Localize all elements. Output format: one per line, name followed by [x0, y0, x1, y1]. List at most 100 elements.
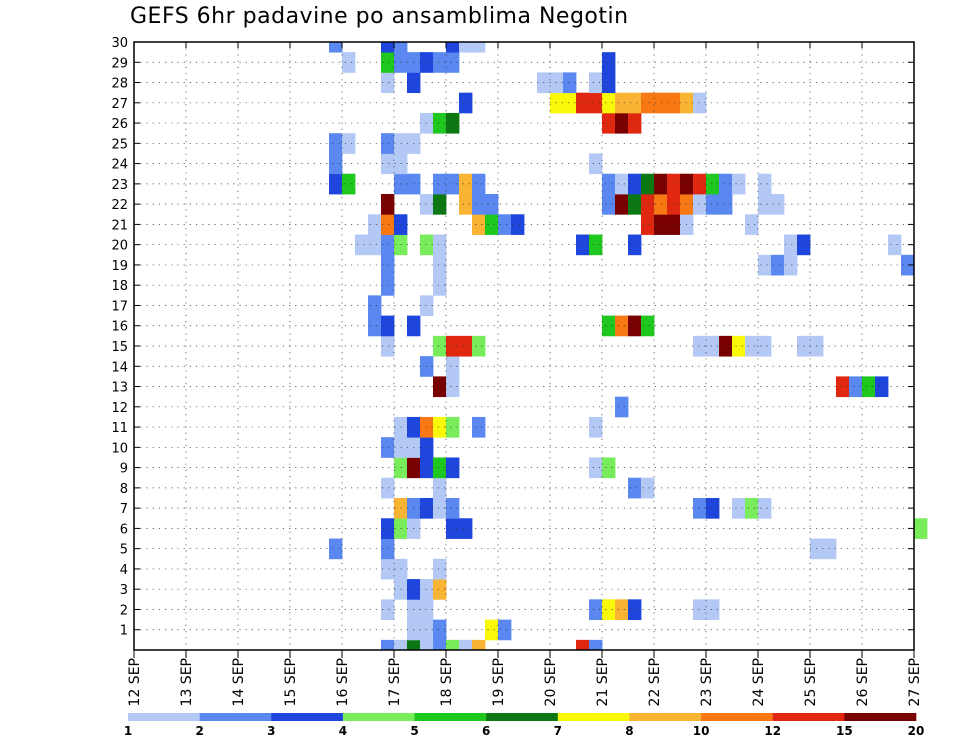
heatmap-cell [602, 457, 616, 479]
heatmap-cell [381, 234, 395, 256]
heatmap-cell [433, 639, 447, 651]
heatmap-cell [433, 416, 447, 438]
heatmap-cell [589, 599, 603, 620]
heatmap-cell [641, 477, 655, 499]
y-tick-label: 8 [120, 482, 128, 497]
heatmap-cell [381, 133, 395, 154]
heatmap-cell [693, 599, 707, 620]
heatmap-cell [420, 619, 434, 641]
heatmap-cell [329, 133, 343, 154]
heatmap-cell [420, 416, 434, 438]
heatmap-cell [472, 194, 486, 215]
heatmap-cell [498, 214, 512, 235]
heatmap-cell [602, 72, 616, 94]
heatmap-cell [862, 376, 876, 398]
heatmap-cell [628, 315, 642, 337]
colorbar-swatch [772, 713, 845, 721]
heatmap-cell [381, 538, 395, 560]
heatmap-cell [654, 214, 668, 235]
heatmap-cell [615, 173, 629, 195]
colorbar-label: 15 [836, 724, 853, 738]
heatmap-cell [615, 315, 629, 337]
heatmap-cell [628, 477, 642, 499]
heatmap-cell [641, 214, 655, 235]
y-tick-label: 12 [111, 401, 128, 416]
colorbar: 1 2 3 4 5 6 7 8 10 12 15 20 [124, 713, 924, 738]
colorbar-swatch [844, 713, 917, 721]
heatmap-cell [433, 619, 447, 641]
heatmap-cell [849, 376, 863, 398]
heatmap-cell [615, 396, 629, 418]
heatmap-cell [420, 639, 434, 651]
heatmap-cell [628, 112, 642, 134]
heatmap-cell [758, 335, 772, 357]
heatmap-cell [823, 538, 837, 560]
heatmap-cell [459, 42, 473, 53]
heatmap-cell [706, 173, 720, 195]
heatmap-cell [602, 173, 616, 195]
colorbar-label: 7 [554, 724, 562, 738]
heatmap-cell [693, 173, 707, 195]
heatmap-cell [420, 498, 434, 519]
heatmap-cell [771, 194, 785, 215]
x-tick-label: 20 SEP [543, 658, 559, 706]
heatmap-cell [329, 538, 343, 560]
heatmap-cell [641, 315, 655, 337]
colorbar-swatch [128, 713, 200, 721]
heatmap-cell [615, 112, 629, 134]
heatmap-cell [433, 194, 447, 215]
heatmap-cell [381, 599, 395, 620]
colorbar-label: 6 [482, 724, 490, 738]
colorbar-label: 10 [693, 724, 710, 738]
y-tick-label: 28 [111, 77, 128, 92]
heatmap-cell [446, 639, 460, 651]
y-tick-label: 23 [111, 178, 128, 193]
heatmap-cell [628, 234, 642, 256]
heatmap-cell [693, 92, 707, 114]
x-tick-label: 23 SEP [699, 658, 715, 706]
heatmap-cell [433, 275, 447, 296]
heatmap-cell [420, 52, 434, 73]
chart-title: GEFS 6hr padavine po ansamblima Negotin [130, 4, 629, 29]
heatmap-cell [693, 194, 707, 215]
heatmap-cell [381, 335, 395, 357]
heatmap-cell [589, 92, 603, 114]
heatmap-cell [433, 112, 447, 134]
x-tick-label: 22 SEP [647, 658, 663, 706]
y-tick-label: 27 [111, 97, 128, 112]
heatmap-cell [459, 639, 473, 651]
heatmap-cell [654, 92, 668, 114]
heatmap-cell [433, 498, 447, 519]
heatmap-cell [381, 52, 395, 73]
heatmap-cell [784, 234, 798, 256]
heatmap-cell [433, 457, 447, 479]
heatmap-cell [485, 619, 499, 641]
heatmap-cell [381, 153, 395, 175]
heatmap-cell [771, 254, 785, 276]
heatmap-cell [706, 498, 720, 519]
heatmap-cell [758, 194, 772, 215]
y-tick-label: 10 [111, 441, 128, 456]
heatmap-cell [914, 518, 928, 539]
x-tick-label: 15 SEP [283, 658, 299, 706]
heatmap-cell [602, 112, 616, 134]
heatmap-cell [446, 42, 460, 53]
heatmap-cell [615, 194, 629, 215]
heatmap-cell [420, 457, 434, 479]
y-tick-label: 3 [120, 583, 128, 598]
heatmap-cell [719, 173, 733, 195]
y-tick-label: 18 [111, 279, 128, 294]
colorbar-label: 5 [410, 724, 418, 738]
y-tick-label: 17 [111, 299, 128, 314]
heatmap-cell [641, 194, 655, 215]
colorbar-swatch [701, 713, 774, 721]
y-tick-label: 22 [111, 198, 128, 213]
heatmap-cell [433, 477, 447, 499]
colorbar-label: 4 [339, 724, 347, 738]
y-tick-label: 6 [120, 522, 128, 537]
heatmap-cell [381, 477, 395, 499]
heatmap-cell [446, 335, 460, 357]
x-tick-label: 16 SEP [335, 658, 351, 706]
heatmap-cell [784, 254, 798, 276]
